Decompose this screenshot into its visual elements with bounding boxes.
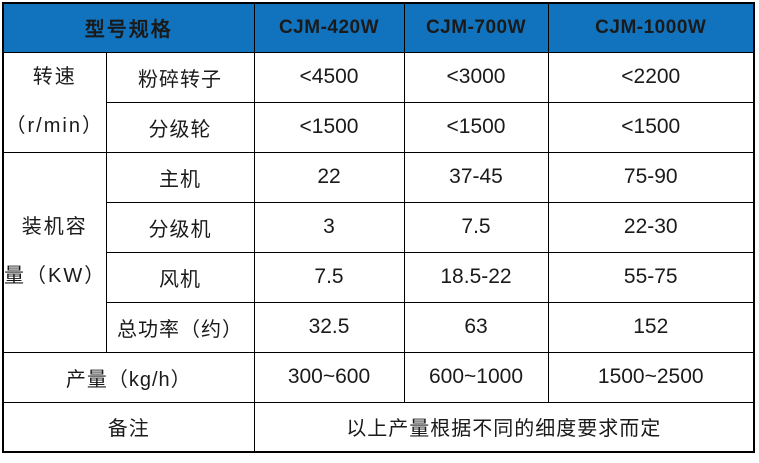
cell-capacity-1000w: 1500~2500 <box>547 351 755 403</box>
header-row: 型号规格 CJM-420W CJM-700W CJM-1000W <box>2 2 755 53</box>
row-label-remark: 备注 <box>2 401 255 453</box>
cell-classifier-1000w: 22-30 <box>547 201 755 253</box>
cell-capacity-700w: 600~1000 <box>403 351 549 403</box>
model-header-cjm-1000w: CJM-1000W <box>547 2 755 53</box>
row-label-classifier-wheel: 分级轮 <box>105 101 255 153</box>
cell-main-machine-1000w: 75-90 <box>547 151 755 203</box>
cell-crusher-rotor-420w: <4500 <box>253 51 405 103</box>
cell-classifier-wheel-420w: <1500 <box>253 101 405 153</box>
row-label-main-machine: 主机 <box>105 151 255 203</box>
row-label-capacity: 产量（kg/h） <box>2 351 255 403</box>
cell-total-power-420w: 32.5 <box>253 301 405 353</box>
model-header-cjm-700w: CJM-700W <box>403 2 549 53</box>
cell-capacity-420w: 300~600 <box>253 351 405 403</box>
cell-fan-700w: 18.5-22 <box>403 251 549 303</box>
row-total-power: 总功率（约） 32.5 63 152 <box>3 301 755 353</box>
row-capacity: 产量（kg/h） 300~600 600~1000 1500~2500 <box>2 351 755 403</box>
row-classifier-wheel: 分级轮 <1500 <1500 <1500 <box>3 101 755 153</box>
cell-remark-value: 以上产量根据不同的细度要求而定 <box>253 401 755 453</box>
row-label-crusher-rotor: 粉碎转子 <box>105 51 255 103</box>
cell-fan-420w: 7.5 <box>253 251 405 303</box>
cell-crusher-rotor-700w: <3000 <box>403 51 549 103</box>
cell-fan-1000w: 55-75 <box>547 251 755 303</box>
cell-total-power-1000w: 152 <box>547 301 755 353</box>
model-header-cjm-420w: CJM-420W <box>253 2 405 53</box>
cell-classifier-wheel-700w: <1500 <box>403 101 549 153</box>
row-label-classifier: 分级机 <box>105 201 255 253</box>
cell-main-machine-700w: 37-45 <box>403 151 549 203</box>
spec-table: 型号规格 CJM-420W CJM-700W CJM-1000W 转速 （r/m… <box>2 2 755 453</box>
row-fan: 风机 7.5 18.5-22 55-75 <box>3 251 755 303</box>
cell-classifier-700w: 7.5 <box>403 201 549 253</box>
row-label-fan: 风机 <box>105 251 255 303</box>
cell-crusher-rotor-1000w: <2200 <box>547 51 755 103</box>
row-crusher-rotor: 转速 （r/min） 粉碎转子 <4500 <3000 <2200 <box>2 51 755 153</box>
spec-header-cell: 型号规格 <box>2 2 255 53</box>
group-label-installed-power: 装机容 量（KW） <box>2 151 107 353</box>
group-label-speed: 转速 （r/min） <box>2 51 107 153</box>
cell-classifier-420w: 3 <box>253 201 405 253</box>
cell-main-machine-420w: 22 <box>253 151 405 203</box>
row-main-machine: 装机容 量（KW） 主机 22 37-45 75-90 <box>2 151 755 353</box>
row-label-total-power: 总功率（约） <box>105 301 255 353</box>
row-remark: 备注 以上产量根据不同的细度要求而定 <box>2 401 755 453</box>
row-classifier: 分级机 3 7.5 22-30 <box>3 201 755 253</box>
cell-classifier-wheel-1000w: <1500 <box>547 101 755 153</box>
cell-total-power-700w: 63 <box>403 301 549 353</box>
